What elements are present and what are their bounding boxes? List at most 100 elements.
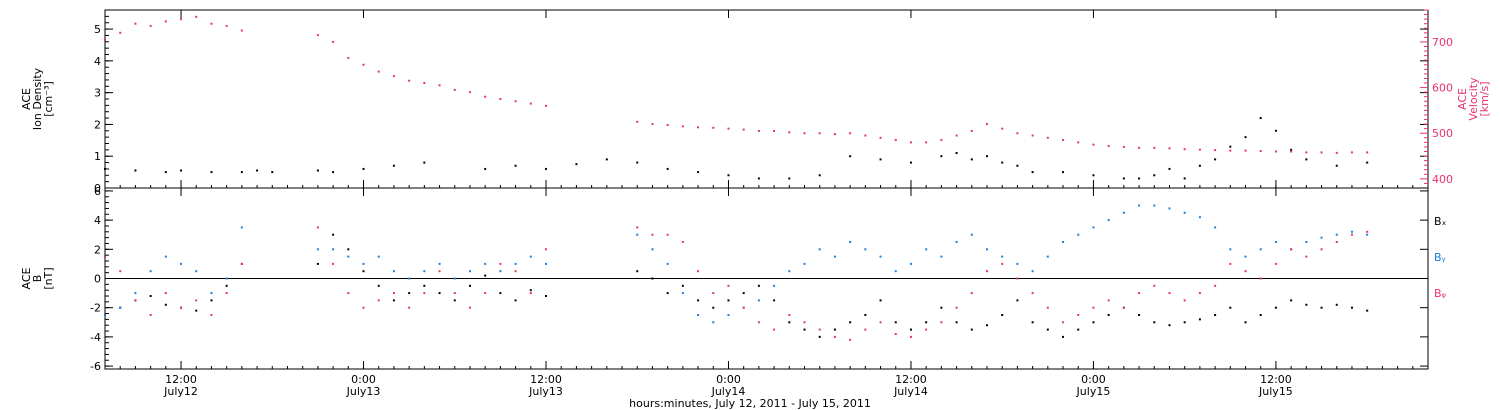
data-point	[1259, 313, 1262, 316]
data-point	[134, 169, 137, 172]
data-point	[727, 174, 730, 177]
data-point	[332, 40, 335, 43]
data-point	[1062, 321, 1065, 324]
x-tick-time: 0:00	[1081, 373, 1106, 386]
y-tick-label: -6	[90, 360, 101, 373]
data-point	[940, 321, 943, 324]
data-point	[773, 284, 776, 287]
data-point	[1320, 248, 1323, 251]
data-point	[347, 248, 350, 251]
data-point	[1153, 174, 1156, 177]
data-point	[666, 233, 669, 236]
data-point	[1274, 241, 1277, 244]
data-point	[271, 171, 274, 174]
data-point	[742, 128, 745, 131]
data-point	[879, 136, 882, 139]
data-point	[392, 75, 395, 78]
data-point	[423, 161, 426, 164]
data-point	[1138, 313, 1141, 316]
data-point	[225, 24, 228, 27]
data-point	[514, 270, 517, 273]
data-point	[1244, 255, 1247, 258]
data-point	[392, 164, 395, 167]
data-point	[1366, 233, 1369, 236]
data-point	[1153, 146, 1156, 149]
x-tick-time: 12:00	[530, 373, 562, 386]
data-point	[1350, 233, 1353, 236]
data-point	[1198, 216, 1201, 219]
data-point	[1062, 171, 1065, 174]
data-point	[149, 313, 152, 316]
data-point	[1168, 207, 1171, 210]
data-point	[499, 270, 502, 273]
y-axis-title-line: [nT]	[42, 267, 55, 289]
data-point	[1335, 151, 1338, 154]
data-point	[438, 262, 441, 265]
data-point	[1214, 226, 1217, 229]
data-point	[484, 274, 487, 277]
data-point	[1092, 174, 1095, 177]
data-point	[468, 270, 471, 273]
data-point	[332, 171, 335, 174]
data-point	[514, 299, 517, 302]
data-point	[1198, 318, 1201, 321]
data-point	[909, 328, 912, 331]
data-point	[1320, 306, 1323, 309]
data-point	[681, 284, 684, 287]
data-point	[225, 284, 228, 287]
data-point	[757, 299, 760, 302]
data-point	[894, 332, 897, 335]
data-point	[180, 262, 183, 265]
data-point	[1183, 177, 1186, 180]
data-point	[1046, 328, 1049, 331]
data-point	[940, 139, 943, 142]
data-point	[195, 299, 198, 302]
data-point	[1138, 177, 1141, 180]
data-point	[1122, 306, 1125, 309]
data-point	[651, 123, 654, 126]
data-point	[1031, 270, 1034, 273]
data-point	[1168, 147, 1171, 150]
data-point	[484, 262, 487, 265]
data-point	[104, 313, 106, 316]
data-point	[438, 270, 441, 273]
data-point	[697, 313, 700, 316]
data-point	[788, 313, 791, 316]
data-point	[1259, 277, 1262, 280]
data-point	[529, 289, 532, 292]
data-point	[392, 299, 395, 302]
data-point	[818, 328, 821, 331]
data-point	[195, 270, 198, 273]
data-point	[1001, 161, 1004, 164]
data-point	[1305, 151, 1308, 154]
data-point	[1031, 292, 1034, 295]
data-point	[970, 292, 973, 295]
data-point	[1198, 292, 1201, 295]
data-point	[438, 292, 441, 295]
data-point	[134, 292, 137, 295]
data-point	[180, 18, 183, 21]
data-point	[1077, 141, 1080, 144]
data-point	[529, 255, 532, 258]
data-point	[788, 177, 791, 180]
y-tick-label: -2	[90, 302, 101, 315]
data-point	[408, 277, 411, 280]
data-point	[727, 127, 730, 130]
data-point	[180, 169, 183, 172]
data-point	[636, 226, 639, 229]
data-point	[1001, 255, 1004, 258]
data-point	[940, 255, 943, 258]
magnetic-field-panel: -6 -4 -2 0 2 4 6 ACEB[nT] Bₓ Bᵧ Bᵩ	[20, 185, 1447, 373]
x-tick-date: July14	[893, 385, 928, 398]
y-tick-label: 2	[94, 118, 101, 131]
data-point	[1259, 150, 1262, 153]
time-axis: 12:00July120:00July1312:00July130:00July…	[163, 373, 1293, 398]
data-point	[1001, 313, 1004, 316]
data-point	[316, 262, 319, 265]
data-point	[940, 155, 943, 158]
data-point	[1214, 313, 1217, 316]
data-point	[1016, 164, 1019, 167]
data-point	[1305, 241, 1308, 244]
